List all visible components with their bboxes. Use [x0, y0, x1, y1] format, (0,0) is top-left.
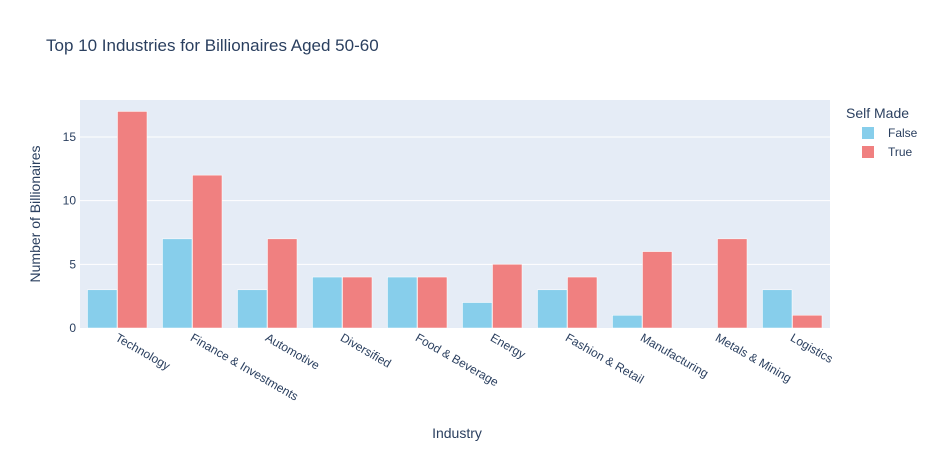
bar-true[interactable] — [417, 276, 448, 329]
bar-true[interactable] — [342, 276, 373, 329]
x-tick-label: Logistics — [788, 330, 835, 365]
bar-false[interactable] — [537, 289, 568, 329]
y-tick-label: 0 — [69, 321, 76, 335]
x-axis-title: Industry — [432, 425, 482, 441]
legend-label: True — [888, 145, 913, 159]
bar-true[interactable] — [792, 315, 823, 329]
bar-false[interactable] — [162, 238, 193, 329]
bar-false[interactable] — [762, 289, 793, 329]
x-tick-label: Technology — [113, 330, 173, 372]
legend[interactable]: Self Made False True — [846, 105, 918, 159]
bar-false[interactable] — [462, 302, 493, 329]
x-tick-label: Metals & Mining — [713, 330, 794, 385]
legend-title: Self Made — [846, 105, 909, 121]
x-tick-label: Energy — [488, 330, 528, 361]
legend-swatch — [862, 127, 874, 139]
legend-swatch — [862, 146, 874, 158]
bar-true[interactable] — [642, 251, 673, 329]
x-tick-label: Fashion & Retail — [563, 330, 646, 386]
bar-true[interactable] — [567, 276, 598, 329]
bar-false[interactable] — [312, 276, 343, 329]
legend-label: False — [888, 126, 918, 140]
y-axis-title: Number of Billionaires — [27, 146, 43, 283]
y-tick-label: 15 — [63, 130, 77, 144]
bar-true[interactable] — [192, 174, 223, 329]
x-axis-ticks: Technology Finance & InvestmentsAutomotiv… — [113, 330, 835, 403]
x-tick-label: Food & Beverage — [413, 330, 501, 389]
x-tick-label: Diversified — [338, 330, 394, 370]
x-tick-label: Automotive — [263, 330, 322, 372]
bar-false[interactable] — [87, 289, 118, 329]
bar-false[interactable] — [612, 315, 643, 329]
bar-false[interactable] — [387, 276, 418, 329]
y-axis-ticks: 0 5 10 15 — [63, 130, 77, 335]
bars — [87, 111, 823, 329]
x-tick-label: Manufacturing — [638, 330, 711, 380]
bar-false[interactable] — [237, 289, 268, 329]
bar-true[interactable] — [267, 238, 298, 329]
bar-true[interactable] — [117, 111, 148, 329]
bar-true[interactable] — [492, 264, 523, 329]
y-tick-label: 5 — [69, 257, 76, 271]
y-tick-label: 10 — [63, 194, 77, 208]
bar-true[interactable] — [717, 238, 748, 329]
chart-title: Top 10 Industries for Billionaires Aged … — [46, 36, 379, 55]
